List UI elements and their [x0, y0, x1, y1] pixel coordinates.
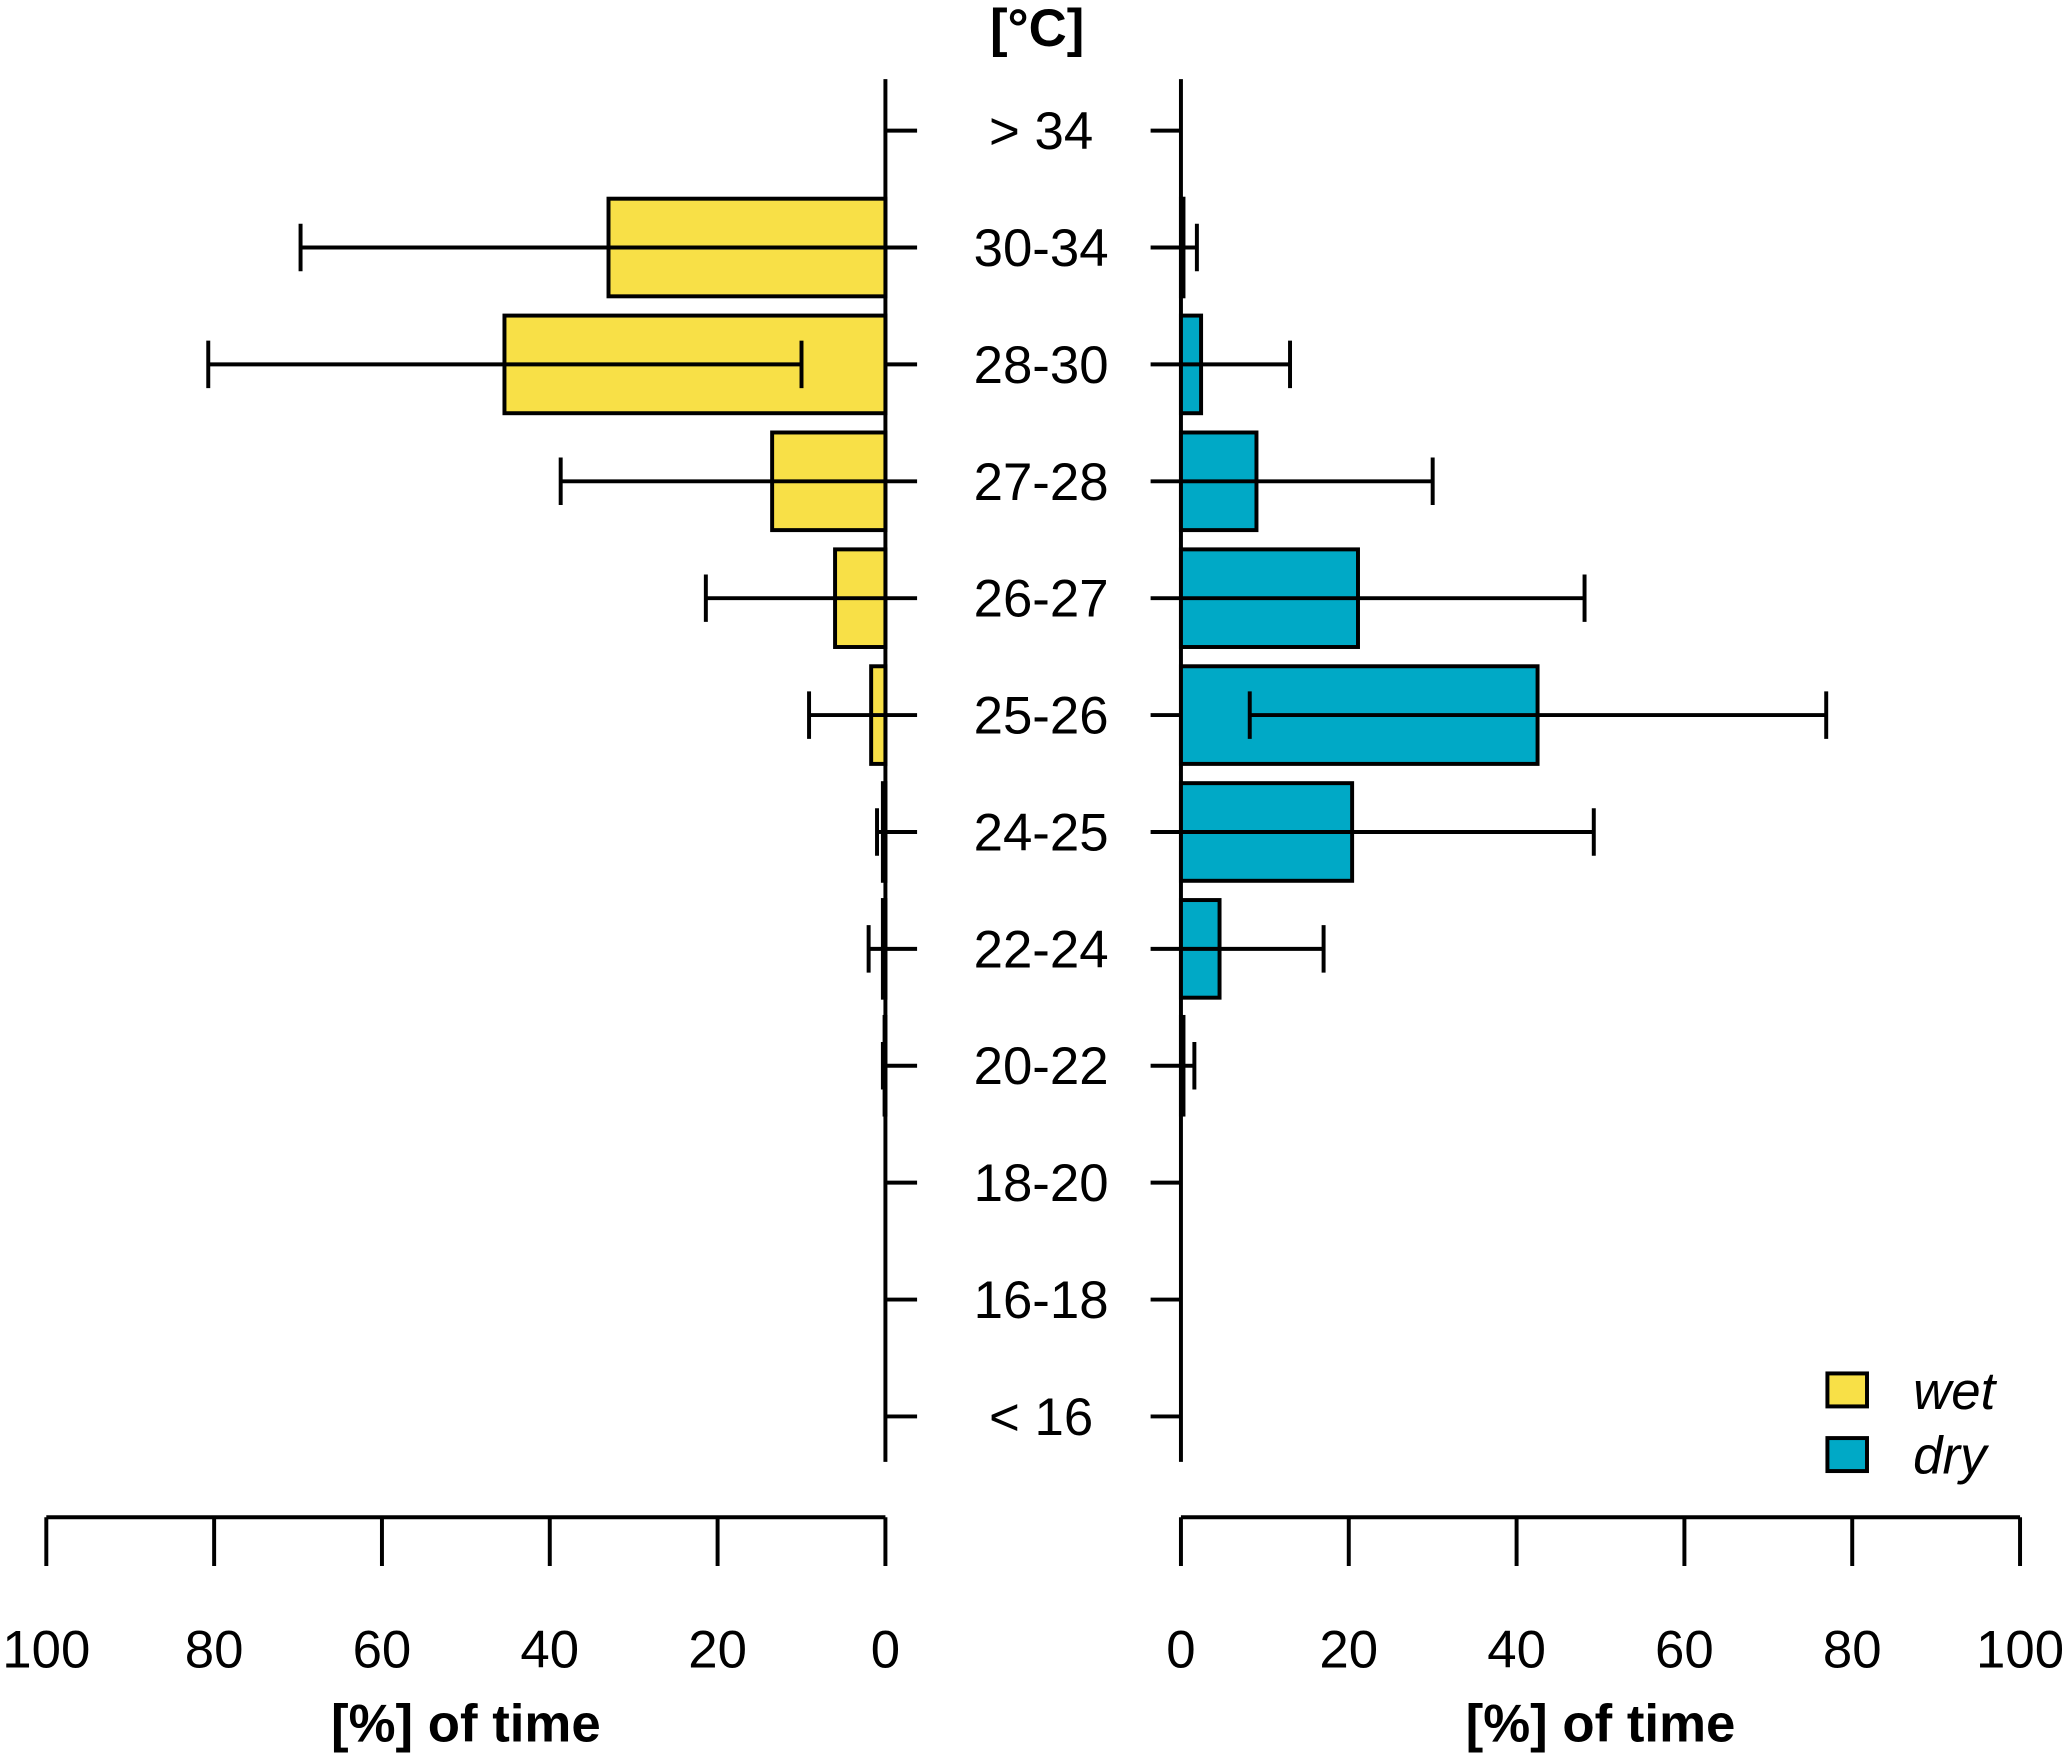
legend-swatch-wet — [1825, 1371, 1869, 1409]
category-label: 30-34 — [974, 219, 1109, 278]
chart-title: [°C] — [990, 0, 1084, 58]
x-tick-label: 60 — [1655, 1621, 1714, 1680]
bars — [206, 79, 1829, 1462]
category-label: 20-22 — [974, 1037, 1109, 1096]
category-label: > 34 — [989, 102, 1093, 161]
category-labels: > 34 30-34 28-30 27-28 26-27 25-26 24-25 22-24 2… — [974, 102, 1109, 1447]
x-tick-label: 60 — [353, 1621, 412, 1680]
category-label: 18-20 — [974, 1154, 1109, 1213]
x-tick-label: 0 — [1166, 1621, 1195, 1680]
legend: wet dry — [1825, 1362, 1998, 1486]
x-tick-label: 0 — [871, 1621, 900, 1680]
x-tick-label: 40 — [520, 1621, 579, 1680]
category-label: 26-27 — [974, 570, 1109, 629]
category-label: 22-24 — [974, 920, 1109, 979]
right-x-axis: 0 20 40 60 80 100 — [1166, 1515, 2064, 1680]
legend-swatch-dry — [1825, 1436, 1869, 1474]
x-tick-label: 40 — [1487, 1621, 1546, 1680]
category-label: < 16 — [989, 1388, 1093, 1447]
left-axis-label: [%] of time — [331, 1695, 601, 1754]
x-tick-label: 80 — [1823, 1621, 1882, 1680]
x-tick-label: 100 — [2, 1621, 90, 1680]
x-tick-label: 20 — [688, 1621, 747, 1680]
legend-label-wet: wet — [1913, 1362, 1997, 1421]
legend-label-dry: dry — [1913, 1427, 1990, 1486]
category-label: 24-25 — [974, 803, 1109, 862]
category-label: 25-26 — [974, 687, 1109, 746]
category-label: 28-30 — [974, 336, 1109, 395]
x-tick-label: 20 — [1319, 1621, 1378, 1680]
x-tick-label: 100 — [1976, 1621, 2064, 1680]
x-tick-label: 80 — [185, 1621, 244, 1680]
right-axis-label: [%] of time — [1466, 1695, 1736, 1754]
category-label: 16-18 — [974, 1271, 1109, 1330]
category-label: 27-28 — [974, 453, 1109, 512]
left-x-axis: 100 80 60 40 20 0 — [2, 1515, 900, 1680]
